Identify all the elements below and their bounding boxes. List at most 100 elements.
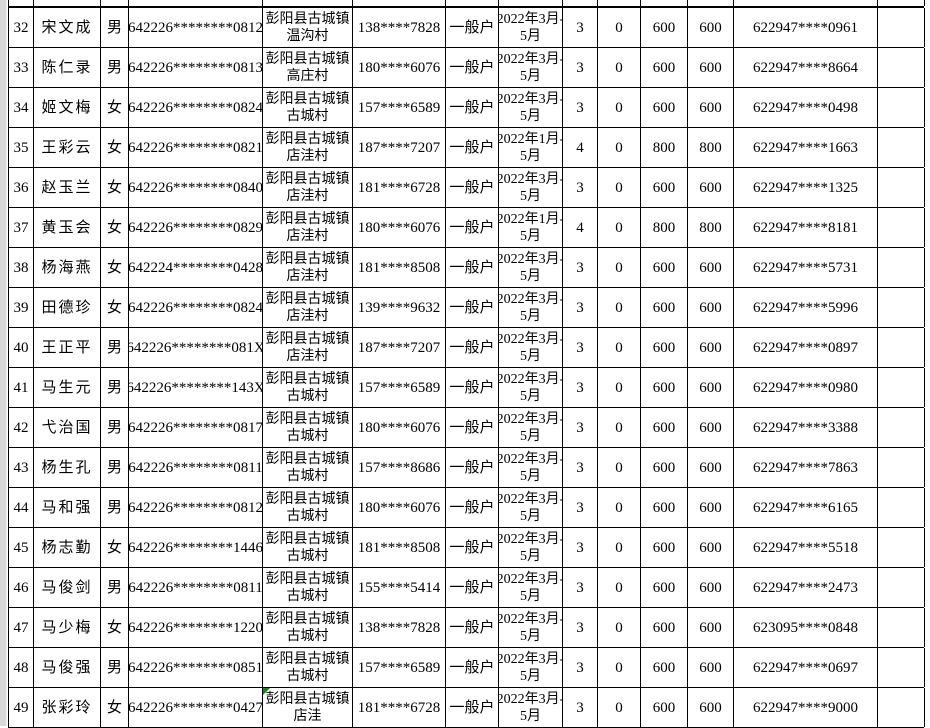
cell-blank[interactable] [878,408,925,447]
cell-months-count[interactable]: 3 [563,8,598,47]
cell-bank-account[interactable]: 622947****0498 [734,88,878,127]
cell-household-type[interactable]: 一般户 [446,688,499,727]
cell-blank[interactable] [878,208,925,247]
cell-standard-amount[interactable]: 600 [641,88,688,127]
cell-blank[interactable] [878,608,925,647]
cell-zero-value[interactable]: 0 [598,88,641,127]
cell-bank-account[interactable]: 622947****0961 [734,8,878,47]
cell-name[interactable]: 姬文梅 [34,88,101,127]
cell-zero-value[interactable]: 0 [598,488,641,527]
cell-name[interactable]: 田德珍 [34,288,101,327]
cell-bank-account[interactable]: 622947****0697 [734,648,878,687]
cell-months-count[interactable]: 3 [563,648,598,687]
cell-id-number[interactable]: 642224********0428 [129,248,263,287]
cell-issued-amount[interactable]: 600 [688,328,734,367]
cell-standard-amount[interactable]: 600 [641,648,688,687]
cell-phone[interactable]: 180****6076 [353,408,446,447]
cell-village[interactable]: 彭阳县古城镇 高庄村 [263,48,353,87]
cell-bank-account[interactable]: 622947****7863 [734,448,878,487]
cell-zero-value[interactable]: 0 [598,648,641,687]
cell-standard-amount[interactable]: 800 [641,208,688,247]
cell-household-type[interactable]: 一般户 [446,48,499,87]
cell-standard-amount[interactable]: 600 [641,288,688,327]
cell-bank-account[interactable]: 622947****1663 [734,128,878,167]
cell-village[interactable]: 彭阳县古城镇 店洼村 [263,128,353,167]
cell-id-number[interactable]: 642226********0811 [129,568,263,607]
cell-months-count[interactable]: 3 [563,488,598,527]
cell-subsidy-period[interactable]: 2022年3月- 5月 [499,288,563,327]
cell-gender[interactable]: 男 [101,408,129,447]
cell-gender[interactable]: 男 [101,48,129,87]
cell-phone[interactable]: 157****6589 [353,648,446,687]
cell-blank[interactable] [878,88,925,127]
cell-bank-account[interactable]: 622947****2473 [734,568,878,607]
cell-gender[interactable]: 男 [101,488,129,527]
cell-zero-value[interactable]: 0 [598,8,641,47]
cell-blank[interactable] [878,568,925,607]
cell-issued-amount[interactable]: 600 [688,168,734,207]
cell-household-type[interactable]: 一般户 [446,88,499,127]
cell-name[interactable]: 黄玉会 [34,208,101,247]
cell-phone[interactable]: 157****6589 [353,88,446,127]
cell-row-number[interactable]: 43 [9,448,34,487]
cell-village[interactable]: 彭阳县古城镇 店洼村 [263,208,353,247]
cell-zero-value[interactable]: 0 [598,448,641,487]
cell-id-number[interactable]: 642226********0829 [129,208,263,247]
cell-row-number[interactable]: 38 [9,248,34,287]
cell-subsidy-period[interactable]: 2022年3月- 5月 [499,168,563,207]
cell-gender[interactable]: 男 [101,8,129,47]
cell-row-number[interactable]: 49 [9,688,34,727]
cell-phone[interactable]: 181****8508 [353,528,446,567]
cell-name[interactable]: 王彩云 [34,128,101,167]
cell-issued-amount[interactable]: 600 [688,8,734,47]
cell-phone[interactable]: 181****6728 [353,688,446,727]
cell-subsidy-period[interactable]: 2022年3月- 5月 [499,488,563,527]
cell-village[interactable]: 彭阳县古城镇 店洼村 [263,168,353,207]
cell-months-count[interactable]: 3 [563,48,598,87]
cell-standard-amount[interactable]: 600 [641,8,688,47]
cell-subsidy-period[interactable]: 2022年3月- 5月 [499,528,563,567]
cell-subsidy-period[interactable]: 2022年3月- 5月 [499,608,563,647]
cell-household-type[interactable]: 一般户 [446,128,499,167]
cell-standard-amount[interactable]: 600 [641,368,688,407]
cell-id-number[interactable]: 642226********0824 [129,88,263,127]
cell-name[interactable]: 张彩玲 [34,688,101,727]
cell-subsidy-period[interactable]: 2022年3月- 5月 [499,8,563,47]
cell-standard-amount[interactable]: 600 [641,408,688,447]
cell-id-number[interactable]: 642226********0812 [129,488,263,527]
cell-name[interactable]: 杨生孔 [34,448,101,487]
cell-zero-value[interactable]: 0 [598,128,641,167]
cell-months-count[interactable]: 3 [563,408,598,447]
cell-subsidy-period[interactable]: 2022年3月- 5月 [499,568,563,607]
cell-village[interactable]: 彭阳县古城镇 古城村 [263,368,353,407]
cell-blank[interactable] [878,368,925,407]
cell-phone[interactable]: 157****6589 [353,368,446,407]
cell-issued-amount[interactable]: 600 [688,608,734,647]
cell-village[interactable]: 彭阳县古城镇 古城村 [263,488,353,527]
cell-phone[interactable]: 155****5414 [353,568,446,607]
cell-gender[interactable]: 女 [101,208,129,247]
cell-phone[interactable]: 181****6728 [353,168,446,207]
cell-row-number[interactable]: 47 [9,608,34,647]
cell-household-type[interactable]: 一般户 [446,368,499,407]
cell-issued-amount[interactable]: 800 [688,208,734,247]
cell-bank-account[interactable]: 622947****3388 [734,408,878,447]
cell-months-count[interactable]: 3 [563,368,598,407]
cell-phone[interactable]: 180****6076 [353,488,446,527]
cell-id-number[interactable]: 642226********0812 [129,8,263,47]
cell-standard-amount[interactable]: 600 [641,248,688,287]
cell-phone[interactable]: 187****7207 [353,128,446,167]
cell-id-number[interactable]: 642226********0817 [129,408,263,447]
cell-zero-value[interactable]: 0 [598,48,641,87]
cell-zero-value[interactable]: 0 [598,568,641,607]
cell-id-number[interactable]: 642226********0821 [129,128,263,167]
cell-bank-account[interactable]: 622947****8664 [734,48,878,87]
cell-blank[interactable] [878,328,925,367]
cell-village[interactable]: 彭阳县古城镇 店洼村 [263,248,353,287]
cell-blank[interactable] [878,8,925,47]
cell-row-number[interactable]: 48 [9,648,34,687]
cell-blank[interactable] [878,688,925,727]
cell-phone[interactable]: 138****7828 [353,8,446,47]
cell-bank-account[interactable]: 622947****8181 [734,208,878,247]
cell-village[interactable]: 彭阳县古城镇 古城村 [263,528,353,567]
